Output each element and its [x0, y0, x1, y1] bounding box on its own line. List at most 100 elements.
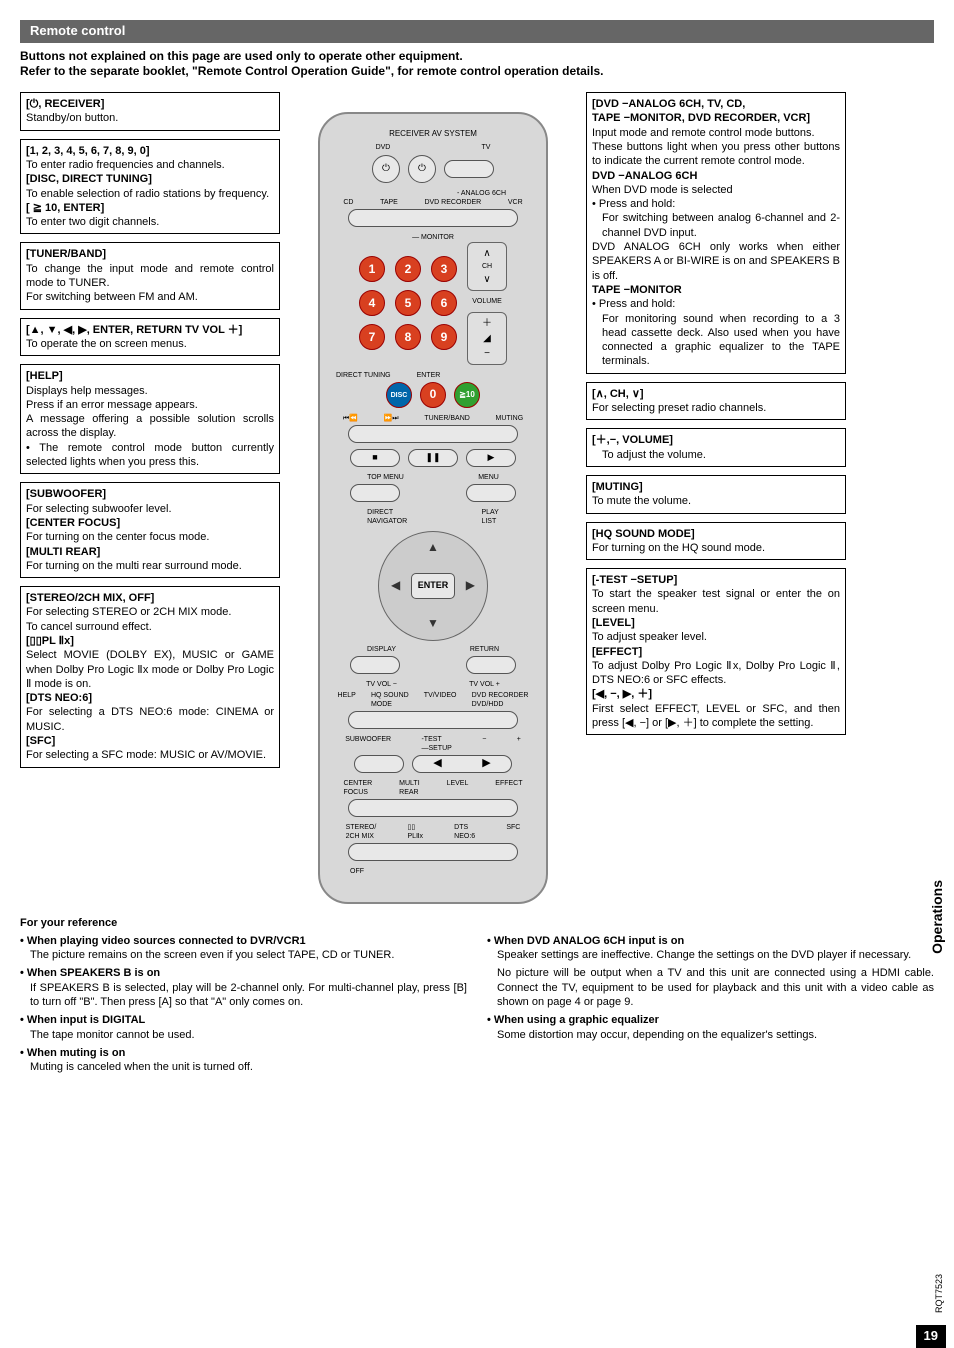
fl1-t: • When SPEAKERS B is on: [20, 966, 467, 980]
fl0-t: • When playing video sources connected t…: [20, 934, 467, 948]
fl2-b: The tape monitor cannot be used.: [20, 1028, 467, 1042]
test-body3: To adjust Dolby Pro Logic Ⅱx, Dolby Pro …: [592, 659, 840, 688]
lbl-sfc: SFC: [506, 823, 520, 841]
help-body4: • The remote control mode button current…: [26, 441, 274, 470]
power-receiver-button[interactable]: ⏻: [372, 155, 400, 183]
lbl-dts: DTS NEO:6: [454, 823, 475, 841]
numbers-title2: [DISC, DIRECT TUNING]: [26, 172, 274, 186]
input-title1: [DVD −ANALOG 6CH, TV, CD,: [592, 97, 840, 111]
page-code: RQT7523: [934, 1274, 946, 1313]
menu-button[interactable]: [466, 484, 516, 502]
num-5-button[interactable]: 5: [395, 290, 421, 316]
lbl-tunerband: TUNER/BAND: [424, 414, 470, 423]
lbl-tape: TAPE: [380, 198, 398, 207]
help-row-button[interactable]: [348, 711, 518, 729]
lbl-directnav: DIRECT NAVIGATOR: [367, 508, 407, 526]
box-muting: [MUTING] To mute the volume.: [586, 475, 846, 514]
num-7-button[interactable]: 7: [359, 324, 385, 350]
lbl-display: DISPLAY: [367, 645, 396, 654]
topmenu-button[interactable]: [350, 484, 400, 502]
stereo-body2: Select MOVIE (DOLBY EX), MUSIC or GAME w…: [26, 648, 274, 691]
lbl-vcr: VCR: [508, 198, 523, 207]
return-button[interactable]: [466, 656, 516, 674]
box-hq: [HQ SOUND MODE] For turning on the HQ so…: [586, 522, 846, 561]
surround-row-button[interactable]: [348, 843, 518, 861]
fr0-t: • When DVD ANALOG 6CH input is on: [487, 934, 934, 948]
test-body1: To start the speaker test signal or ente…: [592, 587, 840, 616]
lbl-volume: VOLUME: [467, 297, 507, 306]
numbers-body2: To enable selection of radio stations by…: [26, 187, 274, 201]
cursor-title: [▲, ▼, ◀, ▶, ENTER, RETURN TV VOL ＋]: [26, 323, 274, 337]
tuner-body1: To change the input mode and remote cont…: [26, 262, 274, 291]
sub-title2: [CENTER FOCUS]: [26, 516, 274, 530]
dvd-tv-button[interactable]: [444, 160, 494, 178]
sub-title3: [MULTI REAR]: [26, 545, 274, 559]
numbers-body1: To enter radio frequencies and channels.: [26, 158, 274, 172]
ch-rocker[interactable]: ∧CH∨: [467, 242, 507, 291]
footer-right: • When DVD ANALOG 6CH input is on Speake…: [487, 934, 934, 1079]
test-body4: First select EFFECT, LEVEL or SFC, and t…: [592, 702, 840, 731]
num-2-button[interactable]: 2: [395, 256, 421, 282]
page-number: 19: [916, 1325, 946, 1348]
volume-rocker[interactable]: ＋◢−: [467, 312, 507, 365]
num-6-button[interactable]: 6: [431, 290, 457, 316]
lbl-tv: TV: [481, 143, 490, 152]
num-3-button[interactable]: 3: [431, 256, 457, 282]
ch-title: [∧, CH, ∨]: [592, 387, 840, 401]
input-sub2-body: For monitoring sound when recording to a…: [592, 312, 840, 369]
lbl-muting: MUTING: [496, 414, 524, 423]
sub-title1: [SUBWOOFER]: [26, 487, 274, 501]
numbers-title1: [1, 2, 3, 4, 5, 6, 7, 8, 9, 0]: [26, 144, 274, 158]
input-sub1-body2: DVD ANALOG 6CH only works when either SP…: [592, 240, 840, 283]
lbl-menu: MENU: [478, 473, 499, 482]
num-8-button[interactable]: 8: [395, 324, 421, 350]
input-sub1-hold: • Press and hold:: [592, 197, 840, 211]
pause-button[interactable]: ❚❚: [408, 449, 458, 467]
box-input: [DVD −ANALOG 6CH, TV, CD, TAPE −MONITOR,…: [586, 92, 846, 374]
play-button[interactable]: ▶: [466, 449, 516, 467]
lbl-help: HELP: [338, 691, 356, 709]
stop-button[interactable]: ■: [350, 449, 400, 467]
input-title2: TAPE −MONITOR, DVD RECORDER, VCR]: [592, 111, 840, 125]
lbl-plii: ▯▯ PLⅡx: [407, 823, 423, 841]
lbl-direct-tuning: DIRECT TUNING: [336, 371, 391, 380]
level-adjust-button[interactable]: ◀▶: [412, 755, 512, 773]
subwoofer-button[interactable]: [354, 755, 404, 773]
display-button[interactable]: [350, 656, 400, 674]
power-av-button[interactable]: ⏻: [408, 155, 436, 183]
footer: For your reference • When playing video …: [20, 916, 934, 1079]
sub-body2: For turning on the center focus mode.: [26, 530, 274, 544]
disc-button[interactable]: DISC: [386, 382, 412, 408]
lbl-topmenu: TOP MENU: [367, 473, 404, 482]
dpad[interactable]: ▲ ▼ ◀ ▶ ENTER: [378, 531, 488, 641]
transport-row1-button[interactable]: [348, 425, 518, 443]
num-9-button[interactable]: 9: [431, 324, 457, 350]
fl0-b: The picture remains on the screen even i…: [20, 948, 467, 962]
num-4-button[interactable]: 4: [359, 290, 385, 316]
lbl-center-focus: CENTER FOCUS: [343, 779, 372, 797]
lbl-cd: CD: [343, 198, 353, 207]
numbers-title3: [ ≧ 10, ENTER]: [26, 201, 274, 215]
num-0-button[interactable]: 0: [420, 382, 446, 408]
fl2-t: • When input is DIGITAL: [20, 1013, 467, 1027]
lbl-tvvideo: TV/VIDEO: [424, 691, 457, 709]
receiver-title: [⏻, RECEIVER]: [26, 97, 274, 111]
lbl-hqsound: HQ SOUND MODE: [371, 691, 409, 709]
focus-row-button[interactable]: [348, 799, 518, 817]
lbl-tvvol-minus: TV VOL −: [366, 680, 397, 689]
num-1-button[interactable]: 1: [359, 256, 385, 282]
gte10-button[interactable]: ≧10: [454, 382, 480, 408]
input-sub2-title: TAPE −MONITOR: [592, 283, 840, 297]
enter-button[interactable]: ENTER: [411, 573, 455, 599]
vol-body: To adjust the volume.: [592, 448, 840, 462]
side-label: Operations: [928, 880, 946, 954]
numbers-body3: To enter two digit channels.: [26, 215, 274, 229]
stereo-body1a: For selecting STEREO or 2CH MIX mode.: [26, 605, 274, 619]
intro-line1: Buttons not explained on this page are u…: [20, 49, 934, 65]
help-body3: A message offering a possible solution s…: [26, 412, 274, 441]
input-selector-button[interactable]: [348, 209, 518, 227]
sub-body3: For turning on the multi rear surround m…: [26, 559, 274, 573]
fl1-b: If SPEAKERS B is selected, play will be …: [20, 981, 467, 1010]
lbl-multi-rear: MULTI REAR: [399, 779, 419, 797]
remote-control-diagram: RECEIVER AV SYSTEM DVDTV ⏻ ⏻ - ANALOG 6C…: [318, 112, 548, 903]
